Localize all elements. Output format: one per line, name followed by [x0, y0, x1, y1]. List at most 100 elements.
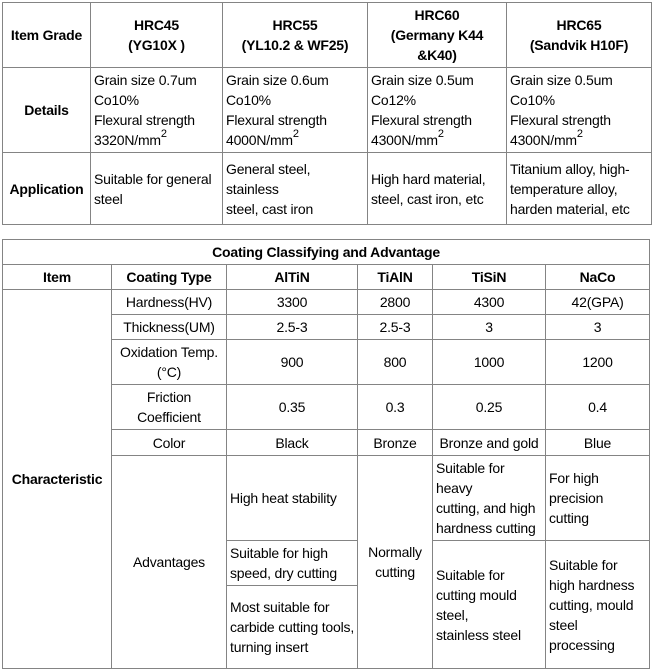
- cobalt-line: Co10%: [94, 92, 139, 108]
- oxidation-row: Oxidation Temp. (°C) 900 800 1000 1200: [3, 339, 651, 385]
- details-cell-hrc65: Grain size 0.5um Co10% Flexural strength…: [506, 67, 652, 153]
- hardness-naco: 42(GPA): [544, 289, 651, 315]
- grain-size-line: Grain size 0.6um: [226, 72, 329, 88]
- hardness-tialn: 2800: [357, 289, 433, 315]
- strength-superscript: 2: [160, 128, 167, 141]
- coating-table-title: Coating Classifying and Advantage: [1, 239, 651, 265]
- details-cell-hrc60: Grain size 0.5um Co12% Flexural strength…: [367, 67, 507, 153]
- header-item: Item: [2, 264, 112, 290]
- oxidation-naco: 1200: [544, 339, 651, 385]
- application-row-label: Application: [2, 152, 91, 225]
- grade-corner-label: Item Grade: [2, 2, 91, 68]
- color-tialn: Bronze: [357, 429, 433, 456]
- header-naco: NaCo: [544, 264, 651, 290]
- friction-row: Friction Coefficient 0.35 0.3 0.25 0.4: [3, 384, 651, 430]
- coating-table: Coating Classifying and Advantage Item C…: [1, 239, 651, 669]
- details-row-label: Details: [2, 67, 91, 153]
- strength-value: 4300N/mm: [371, 132, 438, 148]
- thickness-naco: 3: [544, 314, 651, 340]
- flexural-line: Flexural strength: [226, 112, 327, 128]
- grade-subname: (Sandvik H10F): [529, 37, 629, 53]
- strength-line: 4300N/mm2: [371, 128, 503, 150]
- coating-header-row: Item Coating Type AlTiN TiAlN TiSiN NaCo: [2, 264, 651, 290]
- grain-size-line: Grain size 0.7um: [94, 72, 197, 88]
- grade-subname: (YL10.2 & WF25): [241, 37, 349, 53]
- grade-col-hrc60: HRC60 (Germany K44 &K40): [367, 2, 507, 68]
- cobalt-line: Co10%: [226, 92, 271, 108]
- advantage-naco-top: For high precision cutting: [544, 455, 651, 541]
- application-cell-hrc60: High hard material, steel, cast iron, et…: [367, 152, 507, 225]
- thickness-altin: 2.5-3: [226, 314, 358, 340]
- advantage-tisin-top: Suitable for heavy cutting, and high har…: [432, 455, 546, 541]
- details-row: Details Grain size 0.7um Co10% Flexural …: [2, 67, 652, 153]
- oxidation-altin: 900: [226, 339, 358, 385]
- header-coating-type: Coating Type: [111, 264, 227, 290]
- oxidation-label: Oxidation Temp. (°C): [111, 339, 227, 385]
- color-naco: Blue: [544, 429, 651, 456]
- header-altin: AlTiN: [226, 264, 358, 290]
- hardness-label: Hardness(HV): [111, 289, 227, 315]
- grain-size-line: Grain size 0.5um: [371, 72, 474, 88]
- grade-subname: (Germany K44 &K40): [390, 27, 484, 63]
- strength-value: 3320N/mm: [94, 132, 161, 148]
- header-tialn: TiAlN: [357, 264, 433, 290]
- advantage-tialn: Normally cutting: [357, 455, 433, 669]
- grain-size-line: Grain size 0.5um: [510, 72, 613, 88]
- hardness-tisin: 4300: [432, 289, 546, 315]
- application-cell-hrc55: General steel, stainless steel, cast iro…: [222, 152, 368, 225]
- color-altin: Black: [226, 429, 358, 456]
- coating-title-row: Coating Classifying and Advantage: [1, 239, 651, 265]
- friction-tialn: 0.3: [357, 384, 433, 430]
- strength-line: 4000N/mm2: [226, 128, 364, 150]
- friction-altin: 0.35: [226, 384, 358, 430]
- color-row: Color Black Bronze Bronze and gold Blue: [3, 429, 651, 456]
- thickness-label: Thickness(UM): [111, 314, 227, 340]
- details-cell-hrc45: Grain size 0.7um Co10% Flexural strength…: [90, 67, 223, 153]
- strength-value: 4000N/mm: [226, 132, 293, 148]
- thickness-tisin: 3: [432, 314, 546, 340]
- header-tisin: TiSiN: [432, 264, 546, 290]
- strength-line: 3320N/mm2: [94, 128, 219, 150]
- advantage-altin-3: Most suitable for carbide cutting tools,…: [226, 585, 358, 669]
- grade-name: HRC55: [272, 17, 318, 33]
- grade-col-hrc55: HRC55 (YL10.2 & WF25): [222, 2, 368, 68]
- details-cell-hrc55: Grain size 0.6um Co10% Flexural strength…: [222, 67, 368, 153]
- advantages-label: Advantages: [111, 455, 227, 669]
- advantage-naco-bottom: Suitable for high hardness cutting, moul…: [544, 540, 651, 669]
- advantage-altin-1: High heat stability: [226, 455, 358, 541]
- cobalt-line: Co10%: [510, 92, 555, 108]
- friction-naco: 0.4: [544, 384, 651, 430]
- grade-subname: (YG10X ): [128, 37, 185, 53]
- grade-col-hrc65: HRC65 (Sandvik H10F): [506, 2, 652, 68]
- strength-line: 4300N/mm2: [510, 128, 648, 150]
- advantage-altin-2: Suitable for high speed, dry cutting: [226, 540, 358, 586]
- color-tisin: Bronze and gold: [432, 429, 546, 456]
- characteristic-label: Characteristic: [2, 289, 112, 669]
- oxidation-tialn: 800: [357, 339, 433, 385]
- friction-tisin: 0.25: [432, 384, 546, 430]
- flexural-line: Flexural strength: [371, 112, 472, 128]
- hardness-altin: 3300: [226, 289, 358, 315]
- hardness-row: Characteristic Hardness(HV) 3300 2800 43…: [2, 289, 651, 669]
- strength-superscript: 2: [292, 128, 299, 141]
- grade-col-hrc45: HRC45 (YG10X ): [90, 2, 223, 68]
- application-cell-hrc65: Titanium alloy, high- temperature alloy,…: [506, 152, 652, 225]
- thickness-tialn: 2.5-3: [357, 314, 433, 340]
- flexural-line: Flexural strength: [94, 112, 195, 128]
- grade-header-row: Item Grade HRC45 (YG10X ) HRC55 (YL10.2 …: [2, 2, 652, 68]
- flexural-line: Flexural strength: [510, 112, 611, 128]
- strength-value: 4300N/mm: [510, 132, 577, 148]
- thickness-row: Thickness(UM) 2.5-3 2.5-3 3 3: [3, 314, 651, 340]
- cobalt-line: Co12%: [371, 92, 416, 108]
- color-label: Color: [111, 429, 227, 456]
- strength-superscript: 2: [437, 128, 444, 141]
- strength-superscript: 2: [576, 128, 583, 141]
- oxidation-tisin: 1000: [432, 339, 546, 385]
- grade-table: Item Grade HRC45 (YG10X ) HRC55 (YL10.2 …: [2, 2, 652, 225]
- grade-name: HRC45: [134, 17, 179, 33]
- application-row: Application Suitable for general steel G…: [2, 152, 652, 225]
- application-cell-hrc45: Suitable for general steel: [90, 152, 223, 225]
- grade-name: HRC60: [414, 7, 460, 23]
- advantage-tisin-bottom: Suitable for cutting mould steel, stainl…: [432, 540, 546, 669]
